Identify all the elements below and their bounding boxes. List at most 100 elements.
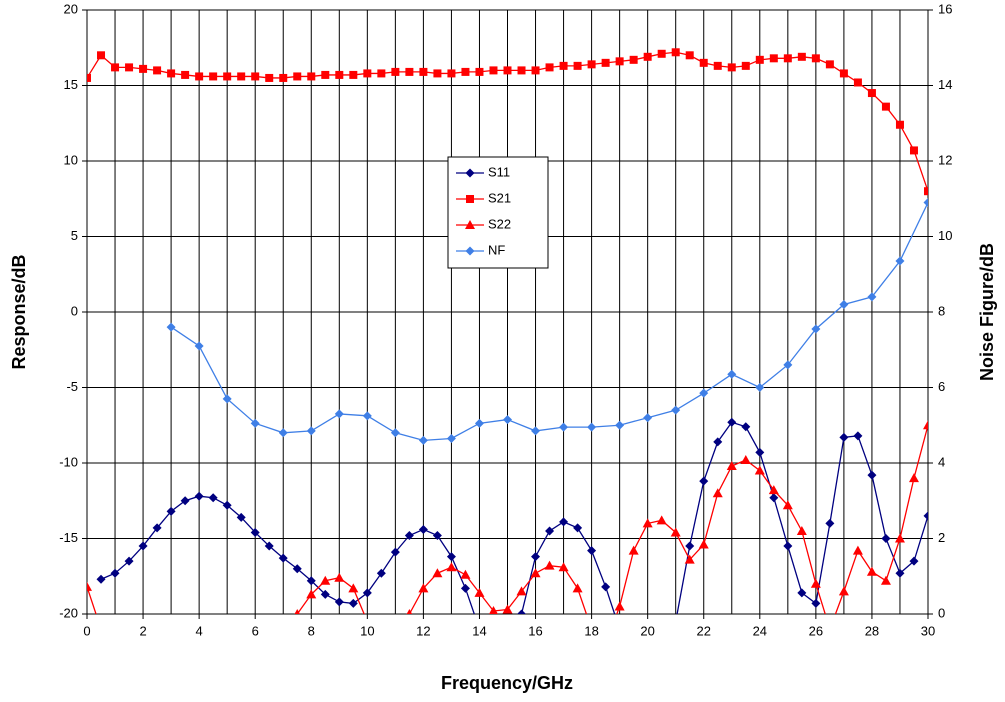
x-tick-label: 22 [696, 623, 710, 638]
marker [712, 488, 723, 498]
x-tick-label: 10 [360, 623, 374, 638]
marker [110, 568, 120, 578]
marker [726, 461, 737, 471]
marker [853, 78, 862, 87]
marker [629, 55, 638, 64]
marker [167, 69, 176, 78]
y2-tick-label: 0 [938, 605, 945, 620]
marker [839, 69, 848, 78]
marker [419, 67, 428, 76]
marker [460, 583, 470, 593]
marker [614, 601, 625, 611]
marker [362, 588, 372, 598]
y-tick-label: 5 [71, 228, 78, 243]
marker [418, 435, 428, 445]
marker [530, 568, 541, 578]
marker [377, 69, 386, 78]
y-tick-label: -20 [59, 605, 78, 620]
marker [306, 576, 316, 586]
marker [727, 369, 737, 379]
y-tick-label: -15 [59, 530, 78, 545]
marker [924, 187, 928, 196]
marker [769, 493, 779, 503]
marker [502, 604, 513, 614]
marker [909, 556, 919, 566]
marker [111, 63, 120, 72]
marker [307, 72, 316, 81]
marker [489, 605, 498, 614]
marker [559, 61, 568, 70]
marker [124, 556, 134, 566]
y2-tick-label: 16 [938, 1, 952, 16]
y2-axis-title: Noise Figure/dB [977, 243, 997, 381]
marker [587, 422, 597, 432]
marker [657, 49, 666, 58]
marker [405, 67, 414, 76]
marker [923, 511, 928, 521]
marker [320, 589, 330, 599]
marker [432, 568, 443, 578]
marker [348, 598, 358, 608]
marker [334, 572, 345, 582]
marker [559, 422, 569, 432]
marker [406, 609, 413, 614]
marker [418, 524, 428, 534]
marker [489, 66, 498, 75]
y-tick-label: -10 [59, 454, 78, 469]
marker [628, 545, 639, 555]
marker [895, 120, 904, 129]
marker [671, 405, 681, 415]
marker [237, 72, 246, 81]
marker [363, 69, 372, 78]
marker [446, 433, 456, 443]
marker [880, 575, 891, 585]
marker [670, 527, 681, 537]
marker [306, 426, 316, 436]
legend-box [447, 156, 549, 269]
marker [517, 609, 527, 614]
marker [236, 512, 246, 522]
marker [909, 146, 918, 155]
marker [474, 587, 485, 597]
marker [96, 624, 106, 633]
marker [166, 322, 176, 332]
y-tick-label: -5 [66, 379, 78, 394]
y-tick-label: 20 [64, 1, 78, 16]
marker [615, 57, 624, 66]
marker [727, 417, 737, 427]
marker [376, 568, 386, 578]
marker [754, 465, 765, 475]
y2-tick-label: 12 [938, 152, 952, 167]
marker [783, 360, 793, 370]
marker [727, 63, 736, 72]
marker [376, 669, 386, 678]
marker [838, 586, 849, 596]
marker [810, 578, 821, 588]
marker [796, 525, 807, 535]
marker [250, 527, 260, 537]
marker [713, 61, 722, 70]
marker [503, 66, 512, 75]
marker [390, 547, 400, 557]
marker [866, 566, 877, 576]
marker [264, 541, 274, 551]
y2-tick-label: 8 [938, 303, 945, 318]
marker [474, 418, 484, 428]
marker [923, 420, 928, 430]
marker [740, 454, 751, 464]
y2-tick-label: 2 [938, 530, 945, 545]
marker [531, 552, 541, 562]
marker [741, 61, 750, 70]
marker [685, 541, 695, 551]
marker [209, 72, 218, 81]
marker [139, 64, 148, 73]
marker [629, 685, 638, 694]
marker [335, 70, 344, 79]
marker [250, 418, 260, 428]
x-tick-label: 4 [196, 623, 203, 638]
marker [320, 575, 331, 585]
marker [194, 491, 204, 501]
marker [503, 415, 512, 425]
marker [97, 51, 106, 60]
